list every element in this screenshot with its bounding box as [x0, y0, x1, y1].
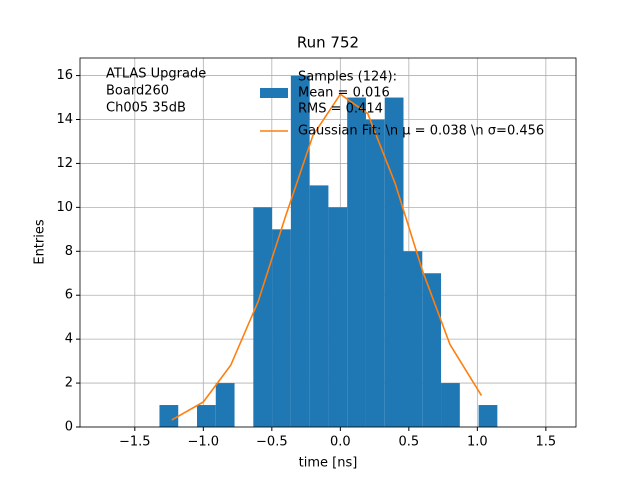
- bar: [384, 97, 404, 428]
- legend-label: Samples (124):: [298, 70, 397, 85]
- legend-swatch: [260, 88, 288, 98]
- bar: [422, 273, 442, 427]
- bar: [441, 383, 460, 427]
- x-tick-label: −1.5: [119, 435, 151, 450]
- y-tick-label: 8: [65, 244, 73, 259]
- bar: [347, 97, 366, 428]
- y-tick-label: 10: [56, 200, 73, 215]
- bar: [328, 207, 348, 427]
- bar: [197, 405, 216, 427]
- bar: [215, 383, 235, 427]
- legend-label: Gaussian Fit: \n μ = 0.038 \n σ=0.456: [298, 124, 544, 139]
- bar: [478, 405, 498, 427]
- bar: [309, 185, 329, 427]
- bar: [403, 251, 423, 427]
- bar: [159, 405, 179, 427]
- y-tick-label: 0: [65, 420, 73, 435]
- x-tick-label: 0.0: [330, 435, 351, 450]
- bar: [290, 75, 310, 428]
- legend-label: RMS = 0.414: [298, 102, 383, 117]
- y-tick-label: 6: [65, 288, 73, 303]
- y-tick-label: 16: [56, 68, 73, 83]
- annotation: ATLAS Upgrade: [106, 67, 206, 82]
- bar: [253, 207, 273, 427]
- x-tick-label: −0.5: [256, 435, 288, 450]
- annotation: Ch005 35dB: [106, 101, 186, 116]
- y-tick-label: 14: [56, 112, 73, 127]
- fit-line: [171, 93, 483, 421]
- y-tick-label: 12: [56, 156, 73, 171]
- annotation: Board260: [106, 84, 169, 99]
- x-axis-label: time [ns]: [299, 456, 358, 471]
- x-tick-label: 1.5: [536, 435, 557, 450]
- x-tick-label: 1.0: [467, 435, 488, 450]
- x-tick-label: −1.0: [188, 435, 220, 450]
- chart-title: Run 752: [297, 34, 359, 52]
- y-tick-label: 2: [65, 376, 73, 391]
- bar: [365, 119, 385, 427]
- y-tick-label: 4: [65, 332, 73, 347]
- x-tick-label: 0.5: [398, 435, 419, 450]
- y-axis-label: Entries: [33, 219, 48, 265]
- legend-label: Mean = 0.016: [298, 86, 390, 101]
- bar: [272, 229, 291, 427]
- axes-frame: [79, 57, 577, 428]
